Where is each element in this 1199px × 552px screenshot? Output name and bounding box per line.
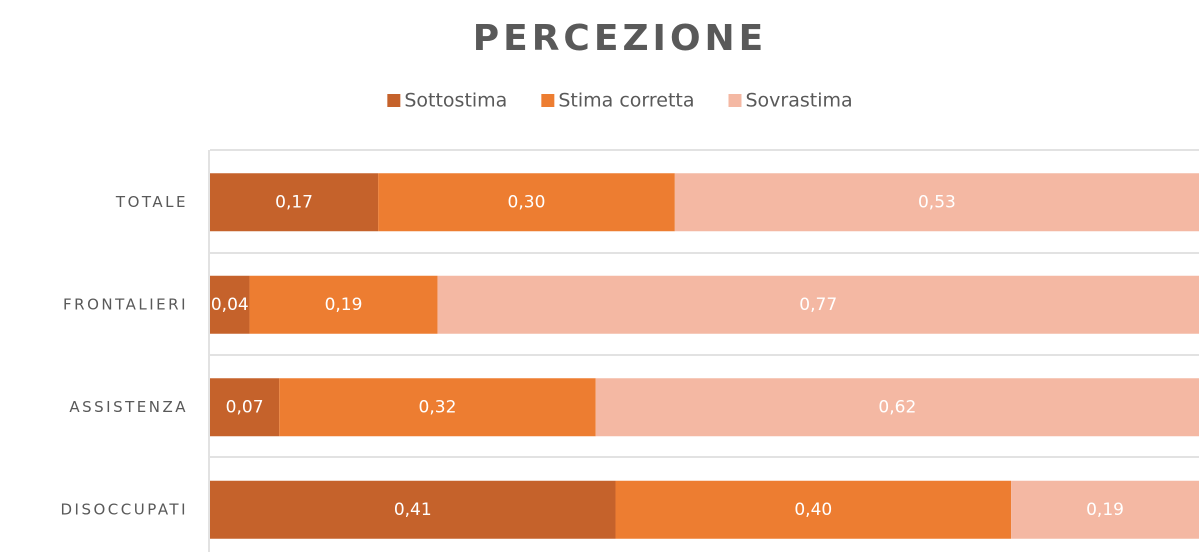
bar-segment bbox=[210, 378, 280, 437]
data-label: 0,19 bbox=[1086, 500, 1124, 520]
data-label: 0,19 bbox=[325, 295, 363, 315]
legend-swatch bbox=[541, 94, 555, 107]
category-label: DISOCCUPATI bbox=[61, 500, 189, 518]
bar-segment bbox=[210, 275, 250, 334]
data-label: 0,30 bbox=[508, 192, 546, 212]
data-label: 0,07 bbox=[226, 397, 264, 417]
bar-segment bbox=[437, 275, 1199, 334]
chart-title: PERCEZIONE bbox=[473, 18, 768, 59]
bar-segment bbox=[210, 480, 616, 539]
data-label: 0,40 bbox=[794, 500, 832, 520]
data-label: 0,04 bbox=[211, 295, 249, 315]
bar-segment bbox=[595, 378, 1199, 437]
legend-label: Sottostima bbox=[404, 90, 507, 112]
category-label: FRONTALIERI bbox=[63, 295, 188, 313]
legend-swatch bbox=[387, 94, 401, 107]
data-label: 0,32 bbox=[419, 397, 457, 417]
data-label: 0,53 bbox=[918, 192, 956, 212]
bar-segment bbox=[279, 378, 596, 437]
bar-segment bbox=[615, 480, 1012, 539]
plot bbox=[210, 173, 1199, 539]
bar-segment bbox=[378, 173, 675, 232]
bar-segment bbox=[1011, 480, 1199, 539]
bar-segment bbox=[249, 275, 438, 334]
legend-swatch bbox=[728, 94, 742, 107]
legend-label: Stima corretta bbox=[558, 90, 694, 112]
bar-segment bbox=[674, 173, 1199, 232]
bar-segment bbox=[210, 173, 379, 232]
data-label: 0,41 bbox=[394, 500, 432, 520]
legend-label: Sovrastima bbox=[745, 90, 852, 112]
legend: Sottostima Stima corretta Sovrastima bbox=[387, 90, 853, 112]
data-label: 0,77 bbox=[799, 295, 837, 315]
category-label: ASSISTENZA bbox=[69, 398, 188, 416]
data-label: 0,17 bbox=[275, 192, 313, 212]
data-label: 0,62 bbox=[878, 397, 916, 417]
separators bbox=[210, 149, 1199, 458]
category-label: TOTALE bbox=[115, 193, 188, 211]
